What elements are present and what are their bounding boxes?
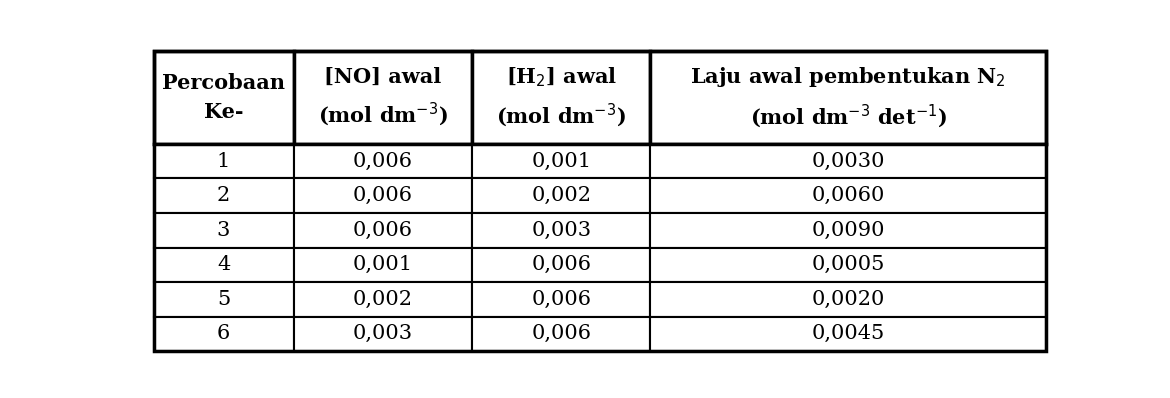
Bar: [472, 178, 651, 213]
Text: 0,0020: 0,0020: [812, 290, 885, 309]
Bar: [651, 317, 1046, 351]
Text: Laju awal pembentukan N$_2$
(mol dm$^{-3}$ det$^{-1}$): Laju awal pembentukan N$_2$ (mol dm$^{-3…: [690, 65, 1006, 130]
Text: 6: 6: [216, 324, 230, 343]
Bar: [651, 248, 1046, 282]
Text: 0,002: 0,002: [353, 290, 413, 309]
Text: 4: 4: [216, 255, 230, 274]
Bar: [472, 51, 651, 144]
Text: 0,0030: 0,0030: [811, 152, 885, 171]
Text: 0,001: 0,001: [352, 255, 413, 274]
Text: 0,006: 0,006: [353, 186, 413, 205]
Text: Percobaan
Ke-: Percobaan Ke-: [161, 72, 285, 122]
Bar: [651, 213, 1046, 248]
Text: 0,006: 0,006: [531, 324, 591, 343]
Text: [NO] awal
(mol dm$^{-3}$): [NO] awal (mol dm$^{-3}$): [318, 67, 448, 128]
Bar: [153, 213, 294, 248]
Bar: [153, 144, 294, 178]
Text: 0,006: 0,006: [531, 290, 591, 309]
Bar: [294, 213, 472, 248]
Bar: [153, 248, 294, 282]
Text: 0,0090: 0,0090: [811, 221, 885, 240]
Text: 0,0045: 0,0045: [812, 324, 885, 343]
Bar: [651, 178, 1046, 213]
Text: 0,006: 0,006: [353, 152, 413, 171]
Bar: [294, 51, 472, 144]
Bar: [472, 248, 651, 282]
Text: [H$_2$] awal
(mol dm$^{-3}$): [H$_2$] awal (mol dm$^{-3}$): [496, 65, 626, 129]
Bar: [651, 282, 1046, 317]
Bar: [153, 51, 294, 144]
Text: 0,003: 0,003: [531, 221, 591, 240]
Bar: [294, 248, 472, 282]
Bar: [472, 282, 651, 317]
Text: 0,001: 0,001: [531, 152, 591, 171]
Text: 0,006: 0,006: [531, 255, 591, 274]
Text: 0,0060: 0,0060: [812, 186, 885, 205]
Bar: [294, 282, 472, 317]
Text: 0,0005: 0,0005: [812, 255, 885, 274]
Bar: [153, 282, 294, 317]
Bar: [651, 51, 1046, 144]
Text: 1: 1: [216, 152, 230, 171]
Text: 0,006: 0,006: [353, 221, 413, 240]
Text: 5: 5: [216, 290, 230, 309]
Bar: [294, 178, 472, 213]
Bar: [294, 317, 472, 351]
Bar: [294, 144, 472, 178]
Text: 0,003: 0,003: [352, 324, 413, 343]
Bar: [472, 144, 651, 178]
Bar: [472, 213, 651, 248]
Bar: [472, 317, 651, 351]
Text: 2: 2: [216, 186, 230, 205]
Bar: [153, 317, 294, 351]
Bar: [153, 178, 294, 213]
Bar: [651, 144, 1046, 178]
Text: 0,002: 0,002: [531, 186, 591, 205]
Text: 3: 3: [216, 221, 230, 240]
